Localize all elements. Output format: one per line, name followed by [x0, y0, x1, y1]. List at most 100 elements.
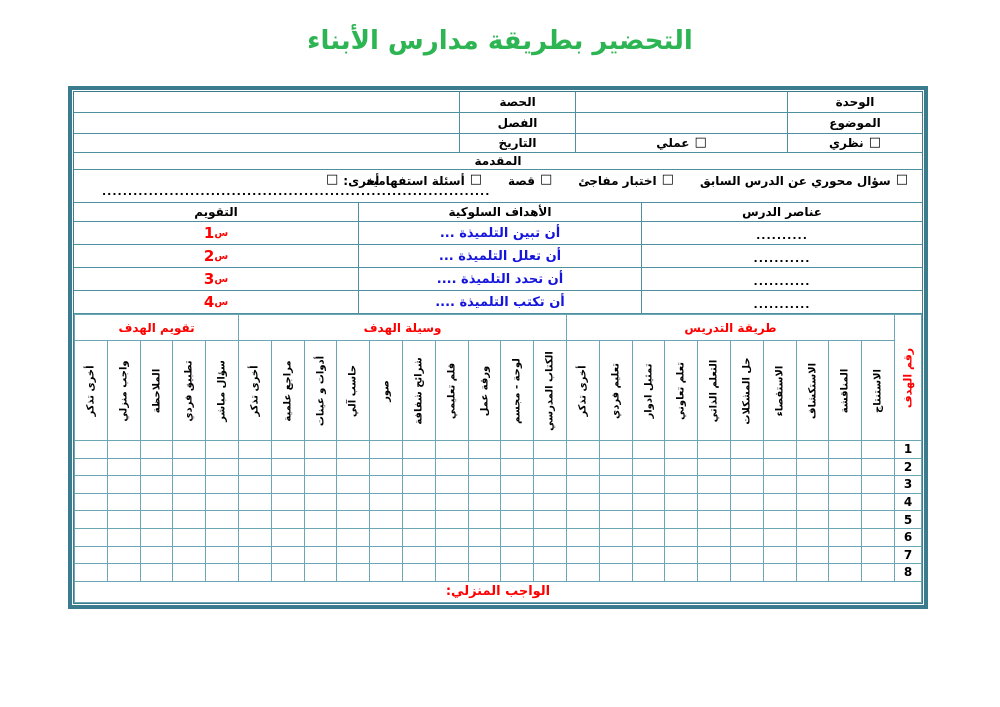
grid-cell[interactable] — [74, 492, 108, 512]
behavioral-objective-cell[interactable]: أن تكتب التلميذة .... — [358, 291, 641, 313]
grid-cell[interactable] — [762, 510, 797, 529]
grid-cell[interactable] — [664, 440, 699, 459]
lesson-element-cell[interactable]: ........... — [641, 268, 922, 290]
grid-cell[interactable] — [336, 440, 371, 459]
grid-cell[interactable] — [172, 492, 207, 512]
grid-cell[interactable] — [467, 545, 502, 565]
grid-cell[interactable] — [533, 457, 568, 477]
grid-cell[interactable] — [139, 457, 174, 477]
grid-cell[interactable] — [402, 510, 436, 529]
grid-cell[interactable] — [139, 475, 174, 494]
grid-cell[interactable] — [106, 545, 141, 565]
grid-cell[interactable] — [172, 545, 207, 565]
grid-cell[interactable] — [828, 563, 863, 582]
grid-cell[interactable] — [172, 510, 207, 529]
grid-cell[interactable] — [631, 475, 666, 494]
grid-cell[interactable] — [402, 457, 436, 477]
grid-cell[interactable] — [467, 475, 502, 494]
grid-cell[interactable] — [303, 545, 338, 565]
grid-cell[interactable] — [369, 457, 404, 477]
grid-cell[interactable] — [106, 457, 141, 477]
grid-cell[interactable] — [106, 475, 141, 494]
grid-cell[interactable] — [336, 492, 371, 512]
grid-cell[interactable] — [598, 563, 633, 582]
grid-cell[interactable] — [533, 545, 568, 565]
grid-cell[interactable] — [795, 492, 830, 512]
grid-cell[interactable] — [336, 510, 371, 529]
grid-cell[interactable] — [106, 527, 141, 547]
grid-cell[interactable] — [500, 492, 535, 512]
grid-cell[interactable] — [74, 545, 108, 565]
grid-cell[interactable] — [566, 457, 600, 477]
option-checkbox-icon[interactable]: □ — [661, 172, 674, 187]
grid-cell[interactable] — [631, 545, 666, 565]
grid-cell[interactable] — [106, 440, 141, 459]
grid-cell[interactable] — [828, 492, 863, 512]
grid-cell[interactable] — [139, 545, 174, 565]
grid-cell[interactable] — [238, 475, 272, 494]
option-checkbox-icon[interactable]: □ — [469, 172, 483, 187]
grid-cell[interactable] — [238, 545, 272, 565]
grid-cell[interactable] — [238, 457, 272, 477]
grid-cell[interactable] — [402, 440, 436, 459]
grid-cell[interactable] — [369, 492, 404, 512]
grid-cell[interactable] — [336, 475, 371, 494]
grid-cell[interactable] — [631, 457, 666, 477]
grid-cell[interactable] — [270, 545, 305, 565]
grid-cell[interactable] — [369, 510, 404, 529]
grid-cell[interactable] — [467, 563, 502, 582]
grid-cell[interactable] — [762, 440, 797, 459]
date-value-field[interactable] — [74, 134, 459, 152]
grid-cell[interactable] — [106, 510, 141, 529]
grid-cell[interactable] — [402, 545, 436, 565]
grid-cell[interactable] — [467, 510, 502, 529]
option-checkbox-icon[interactable]: □ — [895, 172, 908, 187]
grid-cell[interactable] — [697, 440, 732, 459]
grid-cell[interactable] — [434, 440, 469, 459]
grid-cell[interactable] — [139, 492, 174, 512]
grid-cell[interactable] — [533, 510, 568, 529]
grid-cell[interactable] — [205, 527, 240, 547]
grid-cell[interactable] — [270, 510, 305, 529]
grid-cell[interactable] — [74, 440, 108, 459]
grid-cell[interactable] — [205, 492, 240, 512]
grid-cell[interactable] — [369, 440, 404, 459]
grid-cell[interactable] — [467, 440, 502, 459]
grid-cell[interactable] — [205, 510, 240, 529]
grid-cell[interactable] — [697, 475, 732, 494]
grid-cell[interactable] — [172, 527, 207, 547]
grid-cell[interactable] — [697, 492, 732, 512]
grid-cell[interactable] — [369, 527, 404, 547]
grid-cell[interactable] — [74, 457, 108, 477]
grid-cell[interactable] — [434, 475, 469, 494]
grid-cell[interactable] — [828, 475, 863, 494]
grid-cell[interactable] — [730, 475, 764, 494]
grid-cell[interactable] — [598, 545, 633, 565]
grid-cell[interactable] — [664, 563, 699, 582]
grid-cell[interactable] — [533, 475, 568, 494]
grid-cell[interactable] — [139, 510, 174, 529]
grid-cell[interactable] — [861, 475, 895, 494]
grid-cell[interactable] — [434, 457, 469, 477]
grid-cell[interactable] — [697, 545, 732, 565]
grid-cell[interactable] — [598, 440, 633, 459]
grid-cell[interactable] — [566, 527, 600, 547]
theory-checkbox-icon[interactable]: □ — [868, 134, 881, 150]
grid-cell[interactable] — [303, 563, 338, 582]
behavioral-objective-cell[interactable]: أن تبين التلميذة ... — [358, 222, 641, 244]
grid-cell[interactable] — [270, 440, 305, 459]
grid-cell[interactable] — [861, 492, 895, 512]
grid-cell[interactable] — [828, 457, 863, 477]
grid-cell[interactable] — [172, 563, 207, 582]
grid-cell[interactable] — [861, 510, 895, 529]
grid-cell[interactable] — [730, 457, 764, 477]
grid-cell[interactable] — [762, 475, 797, 494]
grid-cell[interactable] — [434, 545, 469, 565]
grid-cell[interactable] — [303, 527, 338, 547]
grid-cell[interactable] — [828, 510, 863, 529]
grid-cell[interactable] — [467, 492, 502, 512]
class-value-field[interactable] — [74, 113, 459, 133]
grid-cell[interactable] — [500, 527, 535, 547]
